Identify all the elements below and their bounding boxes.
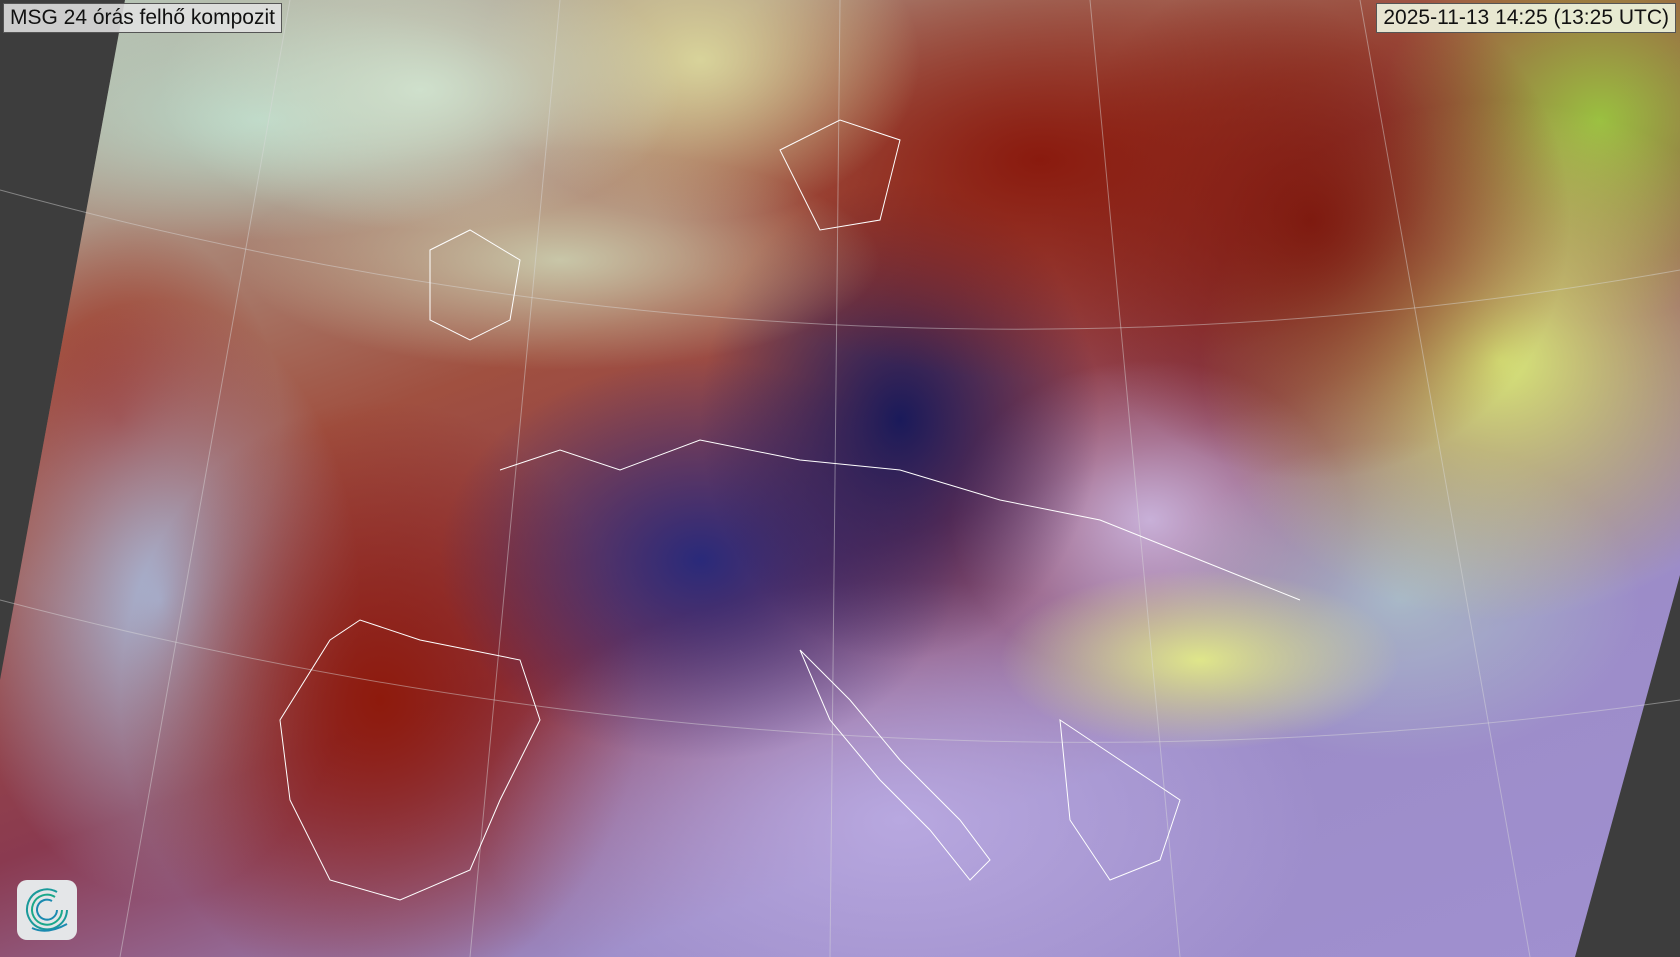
graticule-line: [0, 599, 1680, 743]
graticule-line: [1089, 0, 1181, 957]
coastline: [279, 619, 541, 901]
graticule-line: [0, 189, 1680, 330]
coastline: [799, 649, 991, 881]
swirl-logo-icon: [17, 880, 77, 940]
map-title: MSG 24 órás felhő kompozit: [3, 3, 282, 33]
coastline: [499, 439, 1301, 601]
graticule-line: [469, 0, 561, 957]
graticule-line: [1359, 0, 1531, 957]
coastline: [1059, 718, 1181, 881]
coastline: [779, 119, 901, 231]
graticule-line: [829, 0, 841, 957]
graticule-line: [119, 0, 291, 957]
coastline: [429, 229, 521, 341]
timestamp-label: 2025-11-13 14:25 (13:25 UTC): [1376, 3, 1676, 33]
